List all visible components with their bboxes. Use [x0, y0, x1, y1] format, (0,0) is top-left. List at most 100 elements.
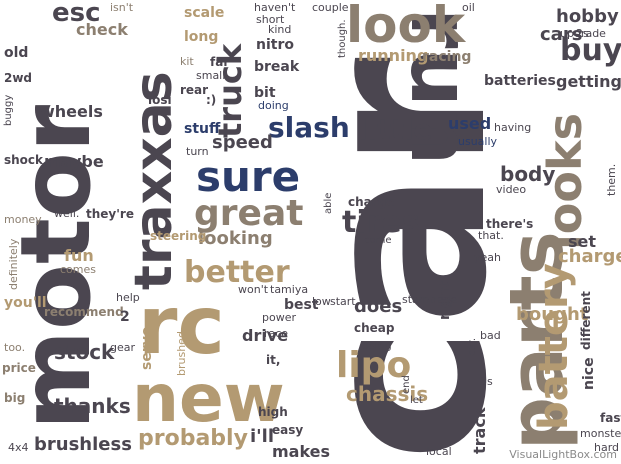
cloud-word-upgrade: upgrade	[560, 27, 606, 40]
cloud-word-fast: fast	[600, 411, 621, 425]
cloud-word-speed: speed	[212, 132, 273, 153]
cloud-word-wheels: wheels	[40, 102, 103, 121]
cloud-word-rear: rear	[180, 83, 209, 97]
cloud-word-yeah: yeah	[474, 251, 501, 264]
cloud-word-price: price	[2, 361, 36, 375]
cloud-word-well-: well.	[54, 207, 80, 220]
cloud-word-couple: couple	[312, 1, 349, 14]
cloud-word-i-ll: i'll	[250, 426, 275, 447]
cloud-word-thanks: thanks	[54, 394, 131, 418]
cloud-word-they-re: they're	[86, 207, 134, 221]
cloud-word-usually: usually	[458, 135, 498, 148]
cloud-word-maybe: maybe	[44, 152, 104, 171]
cloud-word-old: old	[4, 45, 29, 61]
cloud-word-check: check	[76, 20, 128, 39]
cloud-word-tires: tires	[342, 205, 420, 240]
cloud-word-set: set	[568, 232, 597, 251]
cloud-word-sure: sure	[196, 152, 301, 201]
cloud-word-nice: nice	[581, 357, 597, 390]
cloud-word-little: little	[358, 113, 433, 146]
cloud-word-too-: too.	[4, 341, 26, 354]
cloud-word-looking: looking	[198, 228, 273, 249]
cloud-word-charge: charge	[348, 195, 395, 209]
cloud-word-4x4: 4x4	[8, 441, 29, 454]
cloud-word-brushless: brushless	[34, 434, 132, 455]
cloud-word-gear: gear	[110, 341, 136, 354]
cloud-word-there-s: there's	[486, 217, 534, 231]
cloud-word-brushed: brushed	[175, 331, 188, 376]
cloud-word-having: having	[494, 121, 532, 134]
cloud-word-big: big	[4, 391, 26, 405]
cloud-word-money: money	[4, 213, 42, 226]
cloud-word-let: let	[410, 395, 423, 406]
cloud-word-used: used	[448, 114, 492, 133]
cloud-word-look: look	[346, 0, 466, 54]
cloud-word-car-: car.	[467, 338, 478, 356]
cloud-word-comes: comes	[60, 263, 96, 276]
cloud-word-you-ll: you'll	[4, 295, 47, 311]
cloud-word-stuff: stuff	[184, 121, 221, 137]
cloud-word-esc: esc	[52, 0, 101, 28]
cloud-word-2: 2	[120, 309, 130, 325]
cloud-word-nitro: nitro	[256, 37, 294, 53]
cloud-word-definitely: definitely	[7, 238, 20, 290]
cloud-word-cheap: cheap	[354, 321, 395, 335]
cloud-word-shock: shock	[4, 153, 44, 167]
cloud-word-rc: rc	[138, 279, 225, 372]
cloud-word-lipo: lipo	[336, 345, 412, 386]
cloud-word-though-: though.	[337, 19, 348, 58]
cloud-word-losi: losi	[148, 93, 172, 107]
cloud-word-drive: drive	[242, 326, 289, 345]
cloud-word-getting: getting	[556, 72, 621, 91]
cloud-word-battery: battery	[531, 263, 577, 430]
cloud-word-isn-t: isn't	[110, 1, 134, 14]
cloud-word-kit: kit	[180, 55, 194, 68]
cloud-word-buy: buy	[560, 33, 621, 68]
cloud-word-start: start	[330, 295, 356, 308]
cloud-word-hobby: hobby	[556, 6, 619, 27]
cloud-word-3s: 3s	[480, 375, 493, 388]
cloud-word-video: video	[496, 183, 527, 196]
cloud-word-high: high	[258, 405, 288, 419]
cloud-word-right: right	[437, 281, 453, 320]
cloud-word-2wd: 2wd	[4, 71, 33, 85]
cloud-word-low: low	[312, 295, 331, 308]
cloud-word-race: race	[264, 327, 289, 340]
cloud-word-that-: that.	[478, 229, 504, 242]
cloud-word-probably: probably	[138, 426, 248, 451]
cloud-word--: :)	[206, 93, 217, 107]
cloud-word-slash: slash	[268, 111, 350, 144]
cloud-word-great: great	[194, 193, 304, 234]
cloud-word-hard: hard	[594, 441, 620, 454]
cloud-word-recommend: recommend	[44, 305, 124, 319]
cloud-word-chassis: chassis	[346, 382, 429, 406]
cloud-word-track: track	[470, 407, 489, 454]
cloud-word-running: running	[358, 46, 429, 65]
cloud-word-batteries: batteries	[484, 73, 556, 89]
cloud-word-come: come	[364, 235, 392, 246]
cloud-word-steering: steering	[150, 229, 207, 243]
cloud-word-stock: stock	[54, 340, 115, 364]
cloud-word-local: local	[426, 445, 452, 458]
cloud-word-help: help	[116, 291, 140, 304]
cloud-word-does: does	[354, 296, 403, 317]
cloud-word-using: using	[362, 339, 392, 352]
cloud-word-break: break	[254, 59, 300, 75]
cloud-word-it-: it,	[266, 353, 281, 367]
cloud-word-easy: easy	[272, 423, 304, 437]
cloud-word-turn: turn	[186, 145, 209, 158]
cloud-word-monster: monster	[580, 427, 621, 440]
cloud-word-won-t: won't	[238, 283, 269, 296]
cloud-word-end: end	[401, 375, 412, 394]
cloud-word-kind: kind	[268, 23, 292, 36]
cloud-word-cars: cars	[540, 24, 583, 45]
cloud-word-body: body	[500, 162, 556, 186]
cloud-word-long: long	[184, 29, 219, 45]
cloud-word-bought: bought	[516, 304, 589, 325]
cloud-word-charger: charger	[558, 246, 621, 267]
cloud-word-better: better	[184, 255, 290, 290]
cloud-word-buggy: buggy	[3, 94, 14, 126]
cloud-word-new: new	[132, 360, 285, 437]
cloud-word-2s: 2s	[576, 27, 589, 40]
